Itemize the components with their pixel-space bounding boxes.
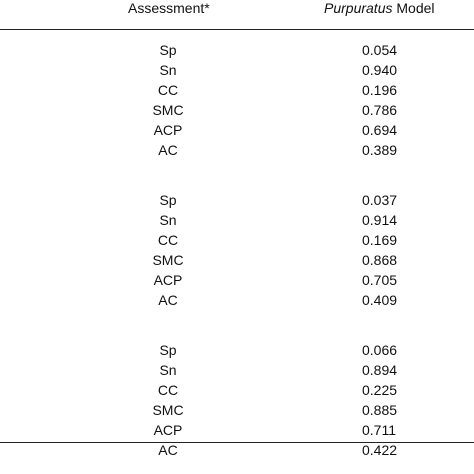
table-row: CC 0.196 (0, 80, 474, 100)
table-group-3: Sp 0.066 Sn 0.894 CC 0.225 SMC 0.885 ACP… (0, 340, 474, 460)
value-cell: 0.914 (362, 212, 398, 228)
table-row: CC 0.169 (0, 230, 474, 250)
value-cell: 0.422 (362, 442, 398, 458)
table-row: ACP 0.694 (0, 120, 474, 140)
model-label: Model (392, 0, 435, 16)
table-row: Sn 0.894 (0, 360, 474, 380)
table-row: ACP 0.705 (0, 270, 474, 290)
assessment-cell: SMC (152, 102, 184, 118)
assessment-cell: Sp (159, 342, 177, 358)
table-row: CC 0.225 (0, 380, 474, 400)
table-bottom-divider (0, 442, 474, 443)
table-row: Sn 0.940 (0, 60, 474, 80)
value-cell: 0.705 (362, 272, 398, 288)
table-row: AC 0.389 (0, 140, 474, 160)
assessment-cell: ACP (153, 422, 183, 438)
assessment-cell: Sn (159, 62, 177, 78)
assessment-cell: SMC (152, 252, 184, 268)
value-cell: 0.868 (362, 252, 398, 268)
table-row: AC 0.409 (0, 290, 474, 310)
assessment-cell: CC (157, 382, 179, 398)
table-group-1: Sp 0.054 Sn 0.940 CC 0.196 SMC 0.786 ACP… (0, 40, 474, 160)
model-column-header: Purpuratus Model (324, 0, 435, 16)
value-cell: 0.711 (362, 422, 396, 438)
value-cell: 0.885 (362, 402, 398, 418)
value-cell: 0.940 (362, 62, 398, 78)
value-cell: 0.694 (362, 122, 398, 138)
table-row: SMC 0.868 (0, 250, 474, 270)
value-cell: 0.054 (362, 42, 398, 58)
model-name-italic: Purpuratus (324, 0, 393, 16)
value-cell: 0.225 (362, 382, 398, 398)
assessment-cell: Sp (159, 192, 177, 208)
header-divider (0, 29, 474, 30)
table-row: Sn 0.914 (0, 210, 474, 230)
value-cell: 0.196 (362, 82, 398, 98)
table-row: Sp 0.054 (0, 40, 474, 60)
table-row: AC 0.422 (0, 440, 474, 460)
table-header: Assessment* Purpuratus Model (0, 0, 474, 30)
assessment-cell: Sp (159, 42, 177, 58)
value-cell: 0.389 (362, 142, 398, 158)
value-cell: 0.169 (362, 232, 398, 248)
assessment-cell: CC (157, 82, 179, 98)
value-cell: 0.786 (362, 102, 398, 118)
table-body: Sp 0.054 Sn 0.940 CC 0.196 SMC 0.786 ACP… (0, 36, 474, 460)
assessment-cell: SMC (152, 402, 184, 418)
table-row: Sp 0.037 (0, 190, 474, 210)
value-cell: 0.037 (362, 192, 398, 208)
assessment-column-header: Assessment* (128, 0, 210, 16)
assessment-cell: AC (158, 142, 178, 158)
value-cell: 0.066 (362, 342, 398, 358)
table-row: SMC 0.786 (0, 100, 474, 120)
assessment-cell: ACP (153, 272, 183, 288)
assessment-cell: CC (157, 232, 179, 248)
table-row: ACP 0.711 (0, 420, 474, 440)
value-cell: 0.894 (362, 362, 398, 378)
assessment-cell: AC (158, 292, 178, 308)
table-row: Sp 0.066 (0, 340, 474, 360)
assessment-cell: ACP (153, 122, 183, 138)
assessment-cell: AC (158, 442, 178, 458)
table-row: SMC 0.885 (0, 400, 474, 420)
assessment-cell: Sn (159, 212, 177, 228)
table-group-2: Sp 0.037 Sn 0.914 CC 0.169 SMC 0.868 ACP… (0, 190, 474, 310)
assessment-cell: Sn (159, 362, 177, 378)
value-cell: 0.409 (362, 292, 398, 308)
